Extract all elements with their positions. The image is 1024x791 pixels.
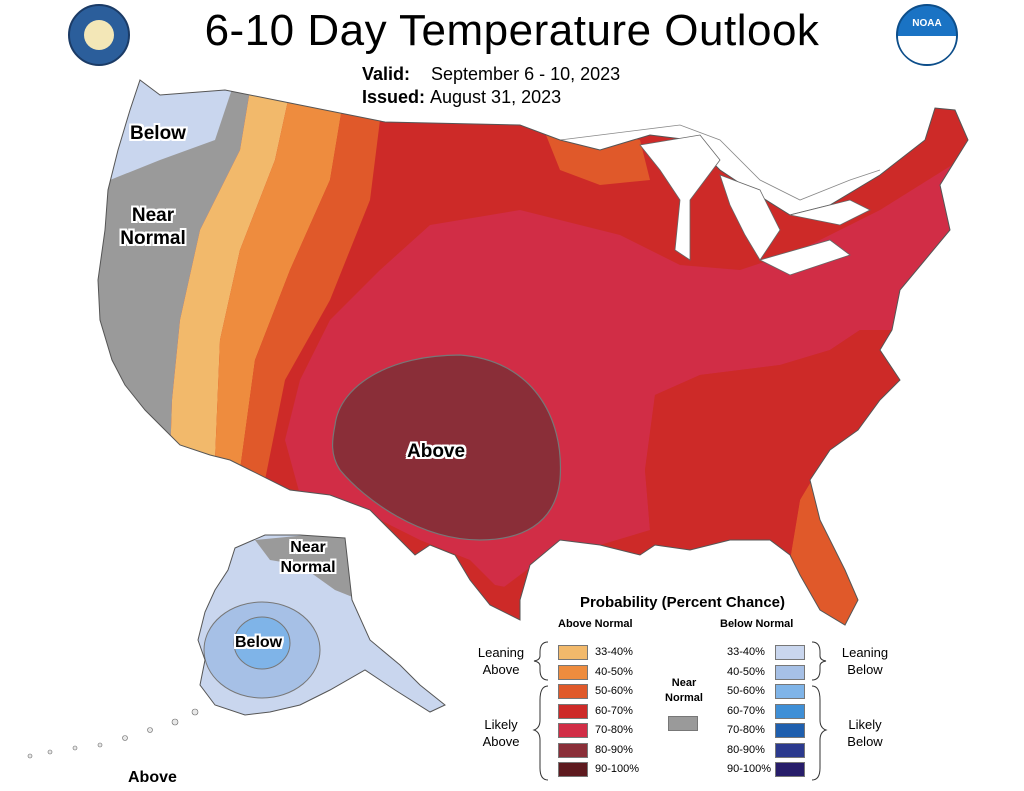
valid-row: Valid: September 6 - 10, 2023 bbox=[362, 64, 620, 85]
legend-above-swatch-0 bbox=[558, 645, 588, 660]
legend-below-swatch-6 bbox=[775, 762, 805, 777]
legend-above-swatch-5 bbox=[558, 742, 588, 758]
label-near-normal-alaska: Near Normal bbox=[280, 539, 336, 576]
label-below-northwest: Below bbox=[130, 123, 186, 144]
map-title: 6-10 Day Temperature Outlook bbox=[204, 6, 820, 55]
issued-label: Issued: bbox=[362, 87, 426, 107]
legend-below-label-1: 40-50% bbox=[727, 665, 765, 678]
legend-likely-above: Likely Above bbox=[482, 717, 520, 749]
label-above-south-central: Above bbox=[407, 441, 466, 462]
legend-below-swatch-0 bbox=[775, 645, 805, 660]
valid-label: Valid: bbox=[362, 64, 411, 84]
issued-row: Issued: August 31, 2023 bbox=[362, 87, 561, 108]
valid-value: September 6 - 10, 2023 bbox=[431, 64, 621, 84]
legend-above-label-5: 80-90% bbox=[595, 743, 633, 756]
legend-braces bbox=[532, 641, 828, 781]
noaa-logo-icon: NOAA bbox=[896, 4, 958, 66]
legend-above-swatch-2 bbox=[558, 684, 588, 699]
legend-above-swatch-3 bbox=[558, 703, 588, 719]
legend-above-label-3: 60-70% bbox=[595, 704, 633, 717]
issued-value: August 31, 2023 bbox=[430, 87, 562, 107]
legend-below-label-2: 50-60% bbox=[727, 685, 765, 697]
legend-below-label-3: 60-70% bbox=[727, 704, 765, 717]
label-near-normal-west: Near Normal bbox=[120, 205, 186, 249]
legend-below-swatch-3 bbox=[775, 703, 805, 719]
legend-below-label-0: 33-40% bbox=[727, 646, 765, 658]
legend-near-normal-swatch bbox=[668, 716, 698, 731]
legend-above-heading: Above Normal bbox=[558, 618, 633, 630]
legend-above-swatch-4 bbox=[558, 723, 588, 738]
label-below-alaska: Below bbox=[235, 634, 283, 651]
legend-below-swatch-2 bbox=[775, 684, 805, 699]
label-above-aleutians: Above bbox=[128, 769, 177, 786]
legend-near-normal-heading: Near Normal bbox=[665, 677, 703, 704]
legend-above-swatch-1 bbox=[558, 664, 588, 680]
legend-below-swatch-1 bbox=[775, 664, 805, 680]
legend-below-label-6: 90-100% bbox=[727, 763, 772, 775]
legend-below-swatch-4 bbox=[775, 723, 805, 738]
legend-above-label-2: 50-60% bbox=[595, 685, 633, 697]
legend-above-label-1: 40-50% bbox=[595, 665, 633, 678]
legend-title: Probability (Percent Chance) bbox=[579, 594, 786, 611]
legend-below-label-5: 80-90% bbox=[727, 743, 765, 756]
legend-leaning-below: Leaning Below bbox=[841, 645, 889, 677]
legend-leaning-above: Leaning Above bbox=[477, 645, 525, 677]
legend-below-swatch-5 bbox=[775, 742, 805, 758]
legend-likely-below: Likely Below bbox=[847, 717, 883, 749]
commerce-seal-icon bbox=[68, 4, 130, 66]
legend-above-swatch-6 bbox=[558, 762, 588, 777]
legend-above-label-4: 70-80% bbox=[595, 724, 633, 736]
legend-above-label-0: 33-40% bbox=[595, 646, 633, 658]
legend-below-heading: Below Normal bbox=[720, 618, 794, 630]
legend-below-label-4: 70-80% bbox=[727, 724, 765, 736]
noaa-logo-text: NOAA bbox=[912, 18, 942, 29]
legend-above-label-6: 90-100% bbox=[595, 763, 640, 775]
